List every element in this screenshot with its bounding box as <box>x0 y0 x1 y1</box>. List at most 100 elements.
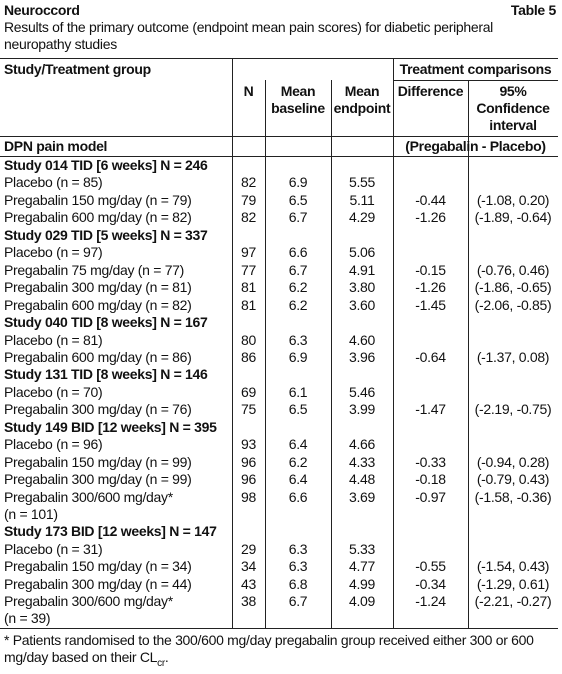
caption: Results of the primary outcome (endpoint… <box>4 19 493 52</box>
column-header: 95% Confidence interval <box>476 83 550 133</box>
treatment-label: Placebo (n = 85) <box>4 174 103 191</box>
cell: 4.91 <box>348 261 376 278</box>
rule <box>0 136 558 137</box>
cell: 81 <box>241 296 256 313</box>
cell: -0.55 <box>415 558 446 575</box>
cell: 3.60 <box>348 296 376 313</box>
treatment-label: Pregabalin 600 mg/day (n = 82) <box>4 209 192 226</box>
footnote: * Patients randomised to the 300/600 mg/… <box>4 632 556 672</box>
cell: 96 <box>241 453 256 470</box>
cell: (-0.76, 0.46) <box>476 261 550 278</box>
study-label: Study 149 BID [12 weeks] N = 395 <box>4 418 217 435</box>
cell: -0.64 <box>415 348 446 365</box>
col-rule <box>331 80 332 628</box>
cell: 6.5 <box>288 191 308 208</box>
cell: (-2.06, -0.85) <box>474 296 552 313</box>
cell: 6.6 <box>288 488 308 505</box>
cell: 3.96 <box>348 348 376 365</box>
cell: 69 <box>241 383 256 400</box>
cell: (-0.94, 0.28) <box>476 453 550 470</box>
column-header: Mean baseline <box>271 83 325 116</box>
treatment-label: Pregabalin 300 mg/day (n = 81) <box>4 279 192 296</box>
col-rule <box>232 58 233 628</box>
cell: 6.2 <box>288 453 308 470</box>
cell: 98 <box>241 488 256 505</box>
col-rule <box>468 80 469 628</box>
cell: 97 <box>241 244 256 261</box>
cell: (-1.58, -0.36) <box>474 488 552 505</box>
cell: (-0.79, 0.43) <box>476 471 550 488</box>
group-header: Study/Treatment group <box>4 61 151 77</box>
treatment-label: Pregabalin 300 mg/day (n = 76) <box>4 401 192 418</box>
cell: 5.06 <box>348 244 376 261</box>
cell: 82 <box>241 174 256 191</box>
treatment-label: Pregabalin 600 mg/day (n = 86) <box>4 348 192 365</box>
cell: 38 <box>241 593 256 610</box>
cell: 4.33 <box>348 453 376 470</box>
cell: -0.44 <box>415 191 446 208</box>
treatment-label: Pregabalin 75 mg/day (n = 77) <box>4 261 185 278</box>
cell: 6.5 <box>288 401 308 418</box>
treatment-label: Pregabalin 150 mg/day (n = 99) <box>4 453 192 470</box>
cell: 6.6 <box>288 244 308 261</box>
cell: 6.8 <box>288 575 308 592</box>
cell: 4.66 <box>348 436 376 453</box>
treatment-label: Pregabalin 600 mg/day (n = 82) <box>4 296 192 313</box>
cell: 5.33 <box>348 540 376 557</box>
cell: 6.9 <box>288 174 308 191</box>
cell: (-1.89, -0.64) <box>474 209 552 226</box>
study-label: Study 173 BID [12 weeks] N = 147 <box>4 523 217 540</box>
cell: 6.7 <box>288 593 308 610</box>
treatment-label: Pregabalin 300/600 mg/day* (n = 101) <box>4 488 173 522</box>
treatment-label: Placebo (n = 70) <box>4 383 103 400</box>
cell: 43 <box>241 575 256 592</box>
rule <box>393 80 558 81</box>
footnote-text: * Patients randomised to the 300/600 mg/… <box>4 632 534 665</box>
cell: 4.09 <box>348 593 376 610</box>
cell: 6.1 <box>288 383 308 400</box>
cell: 4.29 <box>348 209 376 226</box>
treatment-label: Placebo (n = 81) <box>4 331 103 348</box>
cell: 6.3 <box>288 540 308 557</box>
cell: (-1.86, -0.65) <box>474 279 552 296</box>
cell: 96 <box>241 471 256 488</box>
cell: 86 <box>241 348 256 365</box>
treatment-label: Pregabalin 300 mg/day (n = 44) <box>4 575 192 592</box>
treatment-label: Pregabalin 300/600 mg/day* (n = 39) <box>4 593 173 627</box>
cell: 79 <box>241 191 256 208</box>
cell: 6.7 <box>288 261 308 278</box>
cell: 4.60 <box>348 331 376 348</box>
cell: 82 <box>241 209 256 226</box>
model-label: DPN pain model <box>4 138 108 154</box>
cell: (-1.29, 0.61) <box>476 575 550 592</box>
cell: 6.4 <box>288 471 308 488</box>
cell: -0.97 <box>415 488 446 505</box>
treatment-label: Pregabalin 150 mg/day (n = 79) <box>4 191 192 208</box>
cell: -0.15 <box>415 261 446 278</box>
rule <box>0 628 558 629</box>
cell: 3.80 <box>348 279 376 296</box>
cell: 75 <box>241 401 256 418</box>
cell: (-2.21, -0.27) <box>474 593 552 610</box>
model-comparison: (Pregabalin - Placebo) <box>405 138 546 154</box>
study-label: Study 029 TID [5 weeks] N = 337 <box>4 226 208 243</box>
cell: 6.3 <box>288 331 308 348</box>
cell: 4.48 <box>348 471 376 488</box>
cell: 3.99 <box>348 401 376 418</box>
cell: -1.47 <box>415 401 446 418</box>
cell: -1.26 <box>415 279 446 296</box>
cell: 80 <box>241 331 256 348</box>
cell: (-1.37, 0.08) <box>476 348 550 365</box>
col-rule <box>265 80 266 628</box>
rule <box>0 58 558 59</box>
treatment-label: Placebo (n = 31) <box>4 540 103 557</box>
cell: 3.69 <box>348 488 376 505</box>
cell: 6.9 <box>288 348 308 365</box>
table-label: Table 5 <box>510 2 556 18</box>
cell: 6.4 <box>288 436 308 453</box>
cell: 5.11 <box>349 191 375 208</box>
cell: (-2.19, -0.75) <box>474 401 552 418</box>
study-label: Study 131 TID [8 weeks] N = 146 <box>4 366 208 383</box>
study-label: Study 014 TID [6 weeks] N = 246 <box>4 157 208 173</box>
treatment-label: Placebo (n = 96) <box>4 436 103 453</box>
